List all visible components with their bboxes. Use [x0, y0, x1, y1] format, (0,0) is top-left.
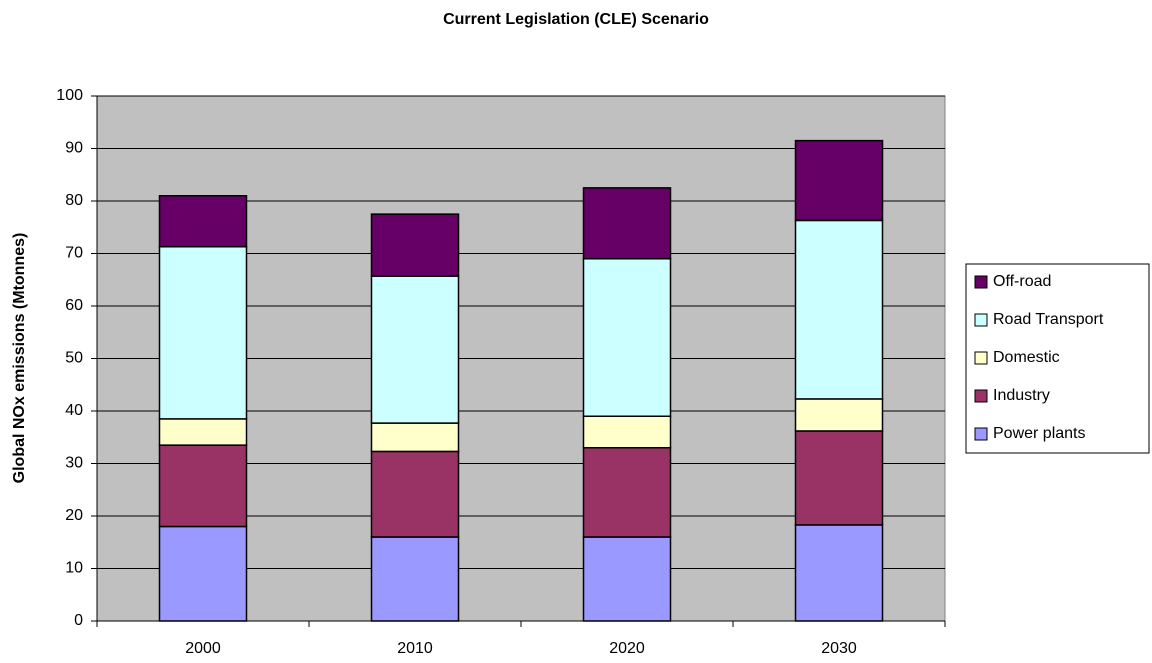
bar-segment	[794, 398, 884, 432]
legend-swatch	[974, 389, 988, 403]
bar-segment	[158, 195, 248, 248]
bar-segment	[158, 525, 248, 622]
bar-segment	[158, 245, 248, 420]
bar-segment	[370, 450, 460, 538]
bar-segment	[582, 415, 672, 449]
bar-segment	[370, 213, 460, 277]
bar-segment	[582, 187, 672, 260]
y-axis-label: Global NOx emissions (Mtonnes)	[11, 233, 28, 484]
bar-segment	[582, 258, 672, 417]
y-tick-label: 100	[56, 87, 83, 104]
bar-segment	[370, 422, 460, 453]
y-tick-label: 90	[65, 140, 83, 157]
bar-segment	[370, 275, 460, 424]
y-tick-label: 80	[65, 192, 83, 209]
bar-segment	[582, 536, 672, 622]
bar-segment	[794, 524, 884, 622]
y-tick-label: 70	[65, 245, 83, 262]
legend-swatch	[974, 351, 988, 365]
bar-segment	[582, 447, 672, 538]
legend-label: Industry	[993, 387, 1050, 404]
bar-segment	[370, 536, 460, 622]
legend-swatch	[974, 313, 988, 327]
y-tick-label: 60	[65, 297, 83, 314]
legend-swatch	[974, 427, 988, 441]
legend-label: Power plants	[993, 425, 1086, 442]
bar-segment	[794, 139, 884, 222]
legend-label: Off-road	[993, 273, 1051, 290]
y-tick-label: 30	[65, 455, 83, 472]
bar-segment	[158, 418, 248, 446]
legend-swatch	[974, 275, 988, 289]
chart-title: Current Legislation (CLE) Scenario	[443, 11, 709, 28]
x-tick-label: 2000	[185, 640, 221, 657]
x-tick-label: 2010	[397, 640, 433, 657]
x-tick-label: 2020	[609, 640, 645, 657]
y-tick-label: 10	[65, 560, 83, 577]
y-tick-label: 0	[74, 612, 83, 629]
bar-segment	[794, 430, 884, 526]
y-tick-label: 40	[65, 402, 83, 419]
y-tick-label: 50	[65, 350, 83, 367]
y-tick-label: 20	[65, 507, 83, 524]
legend-box	[965, 263, 1150, 454]
bar-segment	[794, 219, 884, 400]
legend-label: Domestic	[993, 349, 1060, 366]
bar-segment	[158, 444, 248, 528]
legend-label: Road Transport	[993, 311, 1104, 328]
x-tick-label: 2030	[821, 640, 857, 657]
